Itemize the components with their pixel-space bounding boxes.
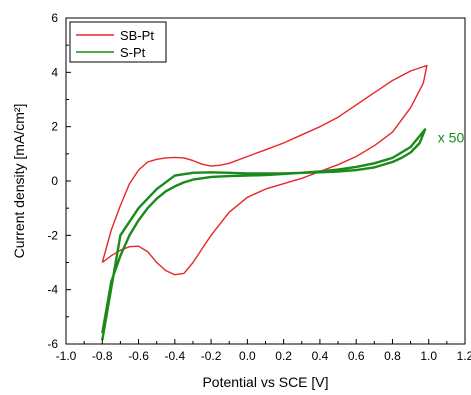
x-tick-label: -1.0: [56, 349, 77, 363]
x-tick-label: 1.0: [420, 349, 437, 363]
x-tick-label: -0.2: [201, 349, 222, 363]
x-tick-label: 1.2: [457, 349, 471, 363]
x-tick-label: 0.4: [312, 349, 329, 363]
legend-label: SB-Pt: [120, 28, 154, 43]
series-layer: [101, 64, 428, 341]
plot-frame: [65, 17, 466, 345]
x-tick-label: -0.4: [164, 349, 185, 363]
y-tick-label: 4: [51, 65, 58, 79]
x-tick-label: -0.6: [128, 349, 149, 363]
legend-label: S-Pt: [120, 45, 146, 60]
x-tick-label: 0.8: [384, 349, 401, 363]
x-axis-label: Potential vs SCE [V]: [202, 374, 328, 390]
y-tick-label: 6: [51, 11, 58, 25]
x-tick-label: 0.0: [239, 349, 256, 363]
y-tick-label: 2: [51, 120, 58, 134]
x-tick-label: 0.2: [275, 349, 292, 363]
series-line-s-pt: [101, 128, 427, 341]
ticks-layer: -1.0 -0.8 -0.6 -0.4 -0.2 0.0 0.2 0.4 0.6 0.8 1.0 1.…: [47, 11, 471, 363]
scale-annotation: x 50: [438, 130, 465, 146]
legend-box: [69, 21, 167, 63]
y-tick-label: -6: [47, 337, 58, 351]
y-axis-label: Current density [mA/cm²]: [11, 104, 27, 259]
x-tick-label: -0.8: [92, 349, 113, 363]
x-tick-label: 0.6: [348, 349, 365, 363]
y-tick-label: 0: [51, 174, 58, 188]
y-tick-label: -4: [47, 283, 58, 297]
y-tick-label: -2: [47, 228, 58, 242]
legend: SB-Pt S-Pt: [69, 21, 167, 63]
series-line-sb-pt: [101, 64, 428, 276]
